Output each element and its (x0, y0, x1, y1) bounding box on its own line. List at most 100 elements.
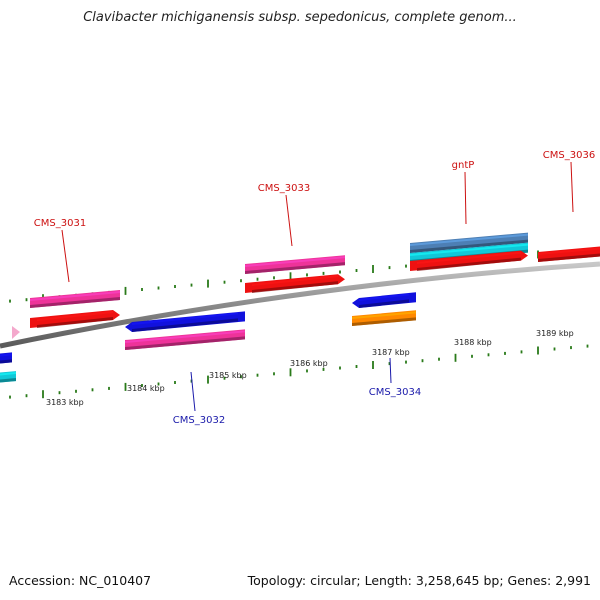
gene-feature-cms-3032-blue-shadow (132, 318, 238, 332)
gene-feature-cms-3036-red[interactable] (538, 246, 600, 263)
gene-feature-cms-3031-pink[interactable] (30, 290, 120, 308)
gene-feature-cms-3032-blue[interactable] (125, 311, 245, 332)
gene-feature-cms-3031-pink-highlight (30, 291, 120, 301)
gene-feature-gntp-steel[interactable] (410, 232, 528, 253)
gene-feature-cms-3033-red-shadow (252, 281, 338, 293)
reverse-tick-dot (141, 384, 143, 387)
gene-feature-cms-3033-red[interactable] (245, 274, 345, 293)
reverse-tick-dot (273, 372, 275, 376)
edge-feature-blue-shadow (0, 359, 12, 364)
gene-label[interactable]: gntP (452, 160, 475, 171)
gene-label[interactable]: CMS_3031 (34, 218, 86, 229)
kbp-tick-label: 3184 kbp (127, 384, 165, 393)
gene-feature-cms-3036-red-shadow (538, 253, 600, 262)
gene-feature-gntp-red-highlight (417, 251, 521, 264)
edge-feature-blue[interactable] (0, 352, 12, 364)
reverse-tick-dot (586, 344, 589, 348)
reverse-tick-dot (58, 391, 61, 395)
gene-label-leader (464, 171, 467, 225)
kbp-tick-label: 3187 kbp (372, 348, 410, 357)
reverse-tick-dot (223, 376, 226, 380)
gene-label[interactable]: CMS_3032 (173, 415, 225, 426)
edge-feature-cyan-shadow (0, 378, 16, 383)
reverse-tick-dot (42, 390, 44, 399)
map-title: Clavibacter michiganensis subsp. sepedon… (83, 10, 517, 25)
forward-tick-dot (240, 279, 242, 283)
gene-feature-cms-3032-pink-shadow (125, 336, 245, 350)
forward-tick-dot (141, 288, 143, 291)
gene-feature-cms-3034-blue-shadow (359, 299, 409, 308)
forward-tick-dot (273, 276, 275, 280)
reverse-tick-dot (388, 362, 391, 366)
reverse-tick-dot (306, 369, 308, 373)
gene-feature-cms-3034-orange-shadow (352, 317, 416, 326)
reverse-tick-dot (9, 395, 11, 399)
forward-tick-dot (355, 269, 358, 272)
gene-feature-cms-3031-pink-shadow (30, 297, 120, 308)
gene-feature-cms-3034-blue[interactable] (352, 292, 416, 308)
accession-text: Accession: NC_010407 (9, 573, 152, 588)
reverse-tick-dot (157, 382, 160, 386)
gene-feature-gntp-red-shadow (417, 257, 521, 271)
gene-label-leader (190, 371, 196, 412)
gene-feature-cms-3034-blue-highlight (359, 293, 409, 301)
gene-feature-cms-3033-pink-highlight (245, 256, 345, 267)
gene-label[interactable]: CMS_3036 (543, 150, 595, 161)
reverse-tick-dot (520, 350, 523, 354)
genome-stats-text: Topology: circular; Length: 3,258,645 bp… (247, 573, 591, 588)
reverse-tick-dot (322, 367, 325, 371)
kbp-tick-label: 3186 kbp (290, 359, 328, 368)
gene-label[interactable]: CMS_3033 (258, 183, 310, 194)
gene-feature-cms-3032-pink[interactable] (125, 329, 245, 350)
forward-tick-dot (190, 283, 193, 287)
reverse-tick-dot (339, 366, 341, 370)
reverse-tick-dot (355, 365, 358, 368)
gene-label-leader (389, 357, 392, 384)
gene-feature-gntp-red[interactable] (410, 250, 528, 271)
reverse-tick-dot (537, 346, 539, 355)
reverse-tick-dot (421, 359, 424, 363)
forward-tick-dot (207, 279, 209, 288)
reverse-tick-dot (256, 373, 259, 377)
forward-tick-dot (388, 266, 391, 270)
gene-label-leader (285, 194, 293, 247)
reverse-tick-dot (504, 351, 506, 355)
gene-feature-cms-3033-red-highlight (252, 275, 338, 286)
forward-tick-dot (25, 298, 28, 302)
reverse-tick-dot (124, 382, 127, 391)
kbp-ticks: 3183 kbp 3184 kbp 3185 kbp 3186 kbp 3187 kbp… (46, 329, 574, 407)
edge-feature-blue-highlight (0, 353, 12, 357)
gene-feature-gntp-steel-shadow (410, 239, 528, 253)
gene-labels: CMS_3031 CMS_3032 CMS_3033 CMS_3034 gntP CMS_… (34, 150, 595, 426)
gene-feature-cms-3031-red-shadow (37, 317, 113, 328)
gene-feature-cms-3034-orange-highlight (352, 311, 416, 319)
forward-tick-dot (124, 286, 127, 295)
gene-feature-cms-3033-pink[interactable] (245, 255, 345, 274)
forward-tick-dot (223, 280, 226, 284)
reverse-tick-dot (471, 354, 473, 358)
gene-features (0, 232, 600, 383)
gene-feature-cms-3032-blue-highlight (132, 312, 238, 325)
gene-feature-gntp-steel-highlight (410, 233, 528, 246)
reverse-tick-dot (487, 353, 490, 357)
reverse-tick-dot (372, 361, 374, 369)
reverse-tick-dot (174, 381, 176, 384)
gene-label-leader (570, 161, 574, 213)
gene-feature-cms-3031-red-highlight (37, 311, 113, 321)
forward-tick-dot (256, 277, 259, 281)
gene-feature-cms-3032-pink-highlight (125, 330, 245, 343)
reverse-tick-dot (454, 353, 457, 362)
gene-feature-cms-3031-red[interactable] (30, 310, 120, 328)
reverse-tick-dot (75, 389, 77, 393)
forward-tick-dot (174, 285, 176, 288)
gene-feature-gntp-cyan-highlight (410, 243, 528, 256)
reverse-tick-dot (25, 394, 28, 398)
reverse-tick-dot (91, 388, 94, 392)
gene-label[interactable]: CMS_3034 (369, 387, 421, 398)
gene-feature-cms-3034-orange[interactable] (352, 310, 416, 326)
gene-feature-cms-3036-red-highlight (538, 247, 600, 255)
forward-tick-dot (9, 299, 11, 303)
edge-feature-cyan-highlight (0, 372, 16, 376)
edge-feature-cyan[interactable] (0, 371, 16, 383)
